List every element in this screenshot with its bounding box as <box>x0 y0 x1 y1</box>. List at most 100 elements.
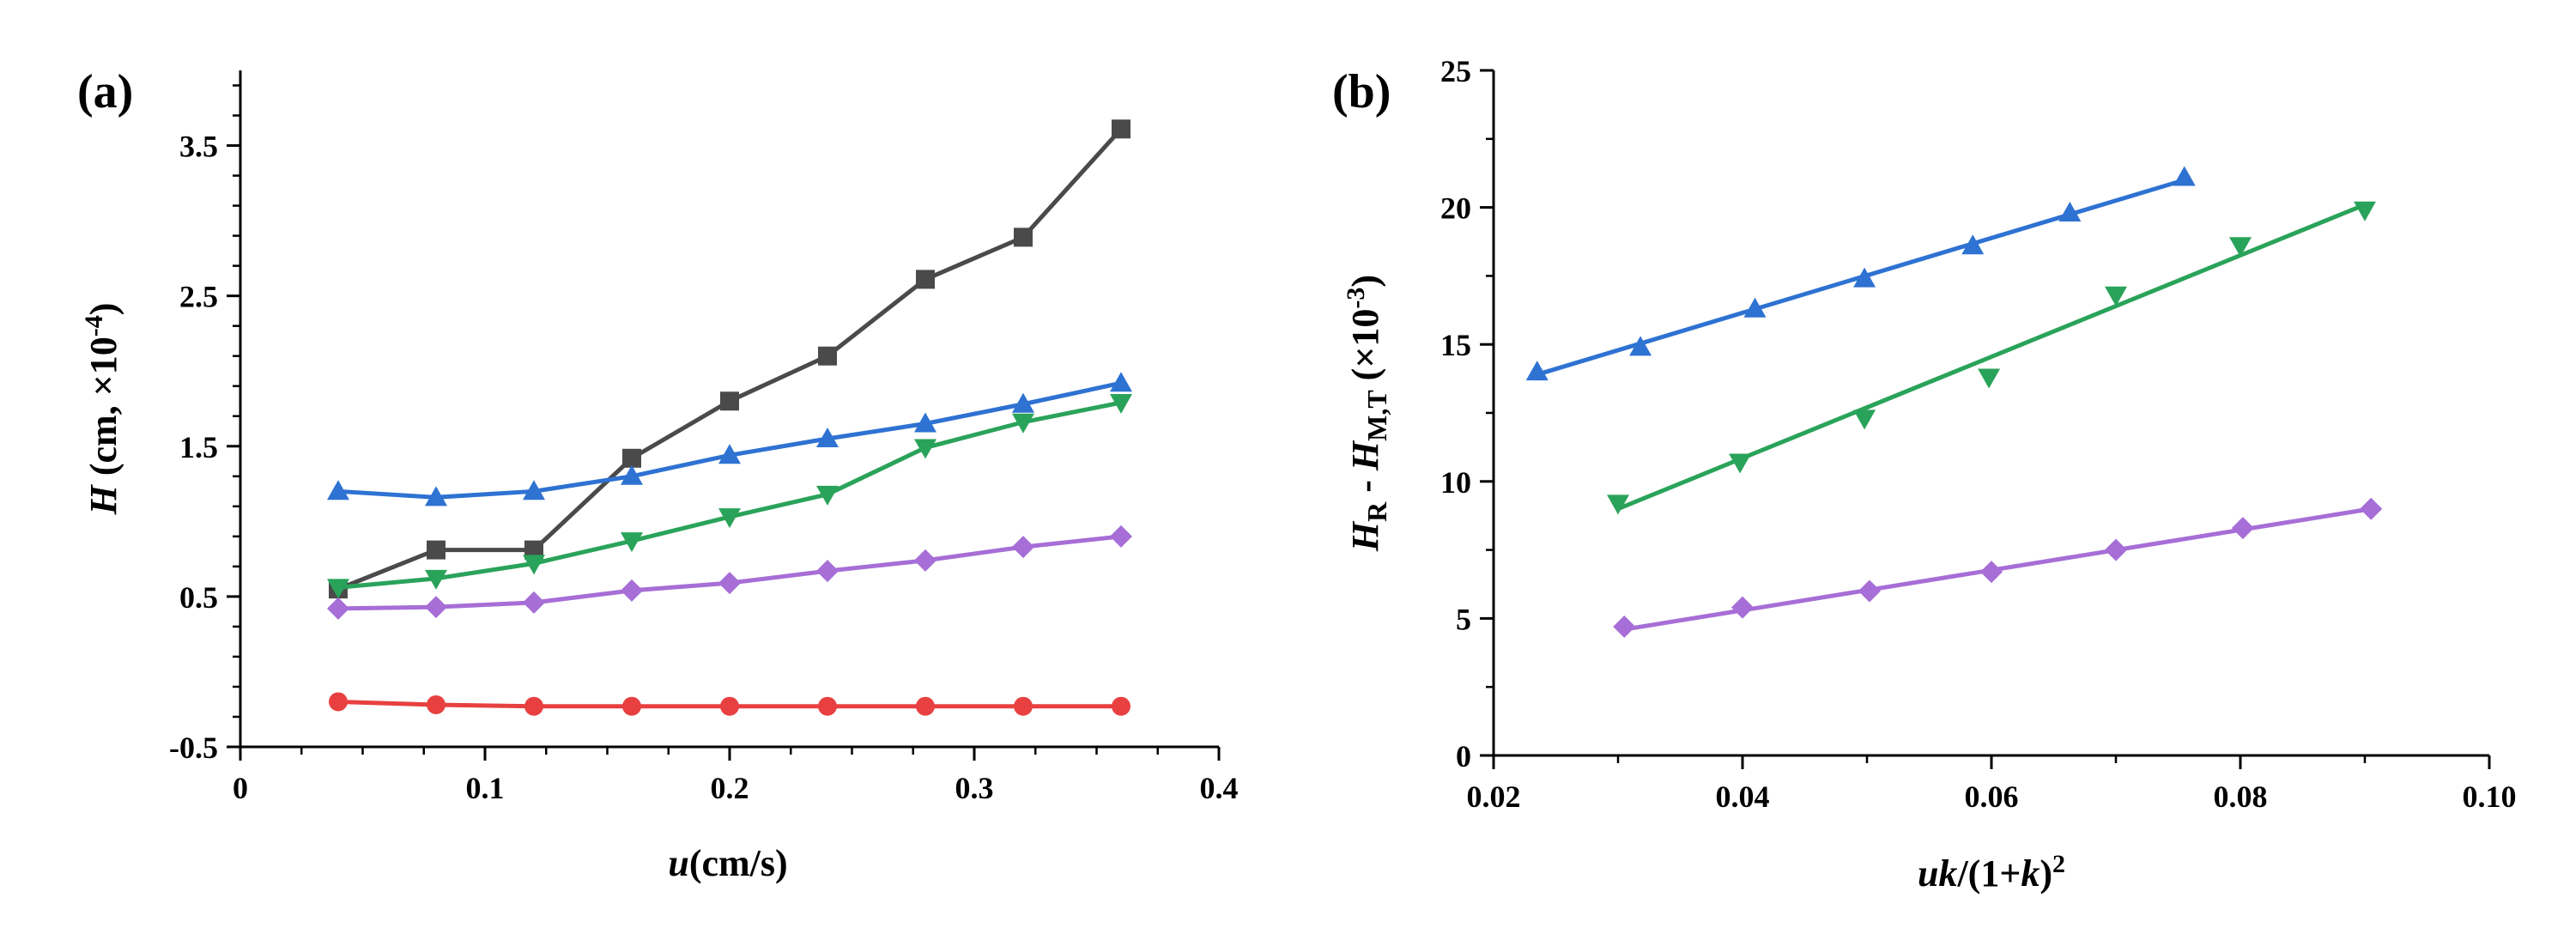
data-point-triangle-up <box>1853 267 1876 288</box>
panel-b-ylabel-h1: H <box>1344 520 1386 552</box>
data-point-diamond <box>1110 525 1132 548</box>
x-tick-label: 0.2 <box>711 771 749 805</box>
panel-b-ylabel-sub1: R <box>1361 501 1392 522</box>
panel-a-xlabel-var: u <box>668 842 688 884</box>
panel-b-xlabel-mid: /(1+ <box>1956 852 2021 895</box>
data-point-triangle-up <box>327 480 349 500</box>
data-point-triangle-down <box>1729 453 1752 474</box>
y-tick-label: 0 <box>1456 739 1471 773</box>
data-point-triangle-up <box>2173 166 2196 186</box>
data-point-diamond <box>914 549 936 572</box>
data-point-triangle-up <box>2058 201 2082 221</box>
data-point-triangle-down <box>2105 286 2127 306</box>
y-tick-label: 1.5 <box>179 430 218 464</box>
data-point-diamond <box>816 560 839 583</box>
data-point-diamond <box>1613 615 1636 638</box>
data-point-triangle-up <box>425 486 447 506</box>
panel-b-y-ticks: 0 5 10 15 20 25 <box>1440 54 1494 773</box>
data-point-diamond <box>1012 536 1034 559</box>
panel-a-xlabel-unit: (cm/s) <box>689 842 788 884</box>
data-point-triangle-up <box>1743 297 1767 318</box>
data-point-circle <box>818 696 837 716</box>
series-triangle-down <box>1607 201 2376 515</box>
data-point-diamond <box>621 579 643 602</box>
data-point-circle <box>1112 696 1130 716</box>
panel-a-label: (a) <box>77 65 133 118</box>
series-triangle-up <box>327 372 1132 506</box>
data-point-diamond <box>1731 596 1754 619</box>
data-point-square <box>818 346 837 366</box>
panel-b-ylabel-exp: -3 <box>1342 288 1370 309</box>
panel-a-x-ticks: 0 0.1 0.2 0.3 0.4 <box>233 747 1239 805</box>
panel-a: (a) 0 0.1 0.2 0.3 0.4 -0.5 0.5 1.5 2.5 3.5 u(cm/… <box>77 65 1239 884</box>
y-tick-label: 3.5 <box>179 130 218 164</box>
x-tick-label: 0.06 <box>1965 779 2019 814</box>
data-point-circle <box>720 696 739 716</box>
y-tick-label: 25 <box>1440 54 1471 88</box>
panel-b-series <box>1525 166 2383 638</box>
data-point-triangle-down <box>327 579 349 599</box>
data-point-triangle-down <box>816 485 839 506</box>
data-point-triangle-up <box>621 464 643 485</box>
data-point-square <box>720 391 739 411</box>
data-point-diamond <box>425 596 447 619</box>
series-diamond <box>327 525 1132 620</box>
panel-b-ylabel-close: ) <box>1344 275 1386 288</box>
data-point-square <box>916 270 935 289</box>
y-tick-label: 5 <box>1456 602 1471 636</box>
x-tick-label: 0 <box>233 771 248 805</box>
data-point-triangle-up <box>914 412 936 433</box>
panel-b-xlabel-var2: k <box>2021 852 2040 895</box>
x-tick-label: 0.10 <box>2463 779 2517 814</box>
data-point-triangle-up <box>1525 361 1549 381</box>
data-point-triangle-down <box>1110 393 1132 414</box>
data-point-diamond <box>1858 579 1881 603</box>
panel-a-ylabel-unit: (cm, ×10 <box>82 337 124 485</box>
panel-b-ylabel-mid: - <box>1344 470 1386 502</box>
x-tick-label: 0.04 <box>1716 779 1770 814</box>
panel-b-axes <box>1492 70 2489 757</box>
panel-a-ylabel-var: H <box>82 483 124 515</box>
data-point-triangle-down <box>1607 494 1629 515</box>
y-tick-label: -0.5 <box>169 731 218 765</box>
fit-line-triangle-down <box>1617 203 2366 512</box>
panel-b-ylabel-unit: (×10 <box>1344 309 1386 391</box>
y-tick-label: 10 <box>1440 465 1471 500</box>
data-point-diamond <box>1980 561 2003 584</box>
panel-b-x-axis-label: uk/(1+k)2 <box>1918 850 2065 895</box>
panel-b-y-axis-label: HR - HM,T (×10-3) <box>1342 275 1392 552</box>
y-tick-label: 2.5 <box>179 280 218 314</box>
data-point-diamond <box>2231 517 2254 540</box>
data-point-square <box>427 540 445 560</box>
series-square <box>329 119 1130 599</box>
data-point-circle <box>916 696 935 716</box>
y-tick-label: 0.5 <box>179 580 218 615</box>
panel-a-ylabel-exp: -4 <box>80 315 108 337</box>
data-point-triangle-down <box>1978 368 2001 389</box>
data-point-triangle-up <box>1110 372 1132 392</box>
panel-a-y-ticks: -0.5 0.5 1.5 2.5 3.5 <box>169 84 240 765</box>
data-point-triangle-up <box>1629 336 1652 356</box>
data-point-triangle-down <box>2354 201 2376 221</box>
data-point-triangle-down <box>425 569 447 590</box>
data-point-square <box>524 540 543 560</box>
data-point-diamond <box>2105 538 2127 561</box>
data-point-triangle-up <box>523 480 545 500</box>
y-tick-label: 15 <box>1440 328 1471 362</box>
panel-a-ylabel-close: ) <box>82 303 124 316</box>
data-point-circle <box>1014 696 1033 716</box>
data-point-triangle-up <box>718 444 741 464</box>
series-triangle-up <box>1525 166 2196 381</box>
panel-a-y-axis-label: H (cm, ×10-4) <box>80 303 124 516</box>
panel-b-x-ticks: 0.02 0.04 0.06 0.08 0.10 <box>1467 755 2517 814</box>
data-point-square <box>1014 227 1033 247</box>
panel-b-xlabel-exp: 2 <box>2052 850 2065 878</box>
data-point-triangle-up <box>816 428 839 448</box>
panel-b: (b) 0.02 0.04 0.06 0.08 0.10 0 5 10 15 20 25 uk/(… <box>1332 54 2517 895</box>
series-triangle-down <box>327 393 1132 599</box>
data-point-diamond <box>327 597 349 620</box>
x-tick-label: 0.3 <box>955 771 994 805</box>
x-tick-label: 0.02 <box>1467 779 1521 814</box>
panel-a-x-axis-label: u(cm/s) <box>668 842 787 884</box>
